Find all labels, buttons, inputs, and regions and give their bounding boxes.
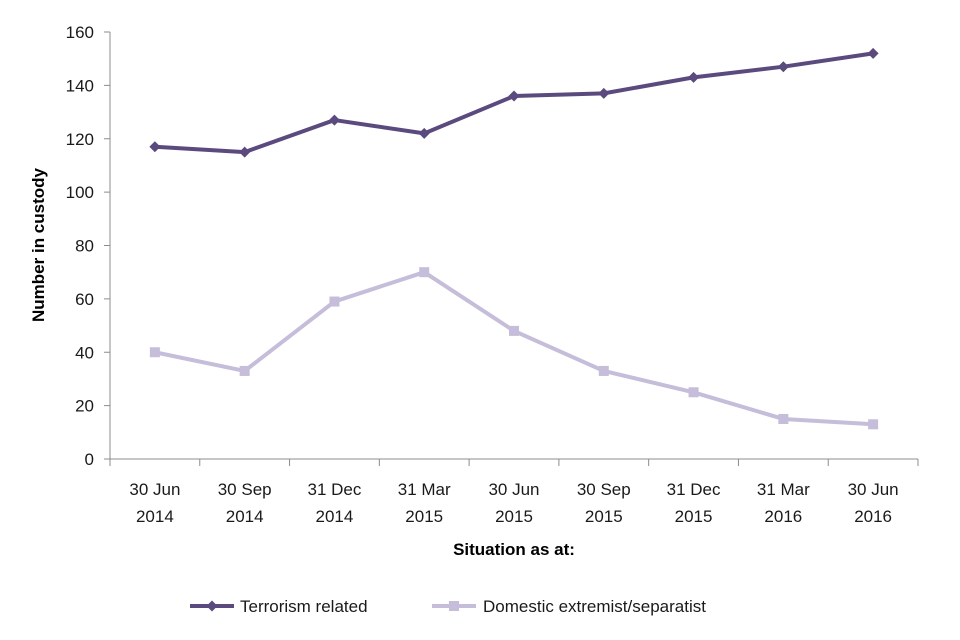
data-point bbox=[598, 365, 609, 376]
data-point bbox=[778, 413, 789, 424]
legend-item-terrorism: Terrorism related bbox=[190, 597, 368, 616]
x-tick-label: 30 Sep bbox=[218, 480, 272, 499]
x-tick-label-year: 2016 bbox=[764, 507, 802, 526]
x-tick-label-year: 2016 bbox=[854, 507, 892, 526]
legend-item-domestic: Domestic extremist/separatist bbox=[432, 597, 706, 616]
data-point bbox=[509, 325, 519, 336]
y-axis-title: Number in custody bbox=[29, 167, 48, 322]
x-tick-label-year: 2014 bbox=[136, 507, 174, 526]
x-tick-label: 30 Jun bbox=[488, 480, 539, 499]
x-tick-label-year: 2015 bbox=[405, 507, 443, 526]
x-tick-label: 31 Dec bbox=[308, 480, 362, 499]
data-point bbox=[239, 146, 251, 158]
y-tick-label: 20 bbox=[75, 397, 94, 416]
data-point bbox=[598, 87, 610, 99]
axes: 0 20 40 60 80 100 120 140 160 30 Jun 2014 30 Sep 201… bbox=[66, 23, 919, 526]
x-tick-label-year: 2014 bbox=[226, 507, 264, 526]
legend: Terrorism related Domestic extremist/sepa… bbox=[190, 597, 706, 616]
x-tick-label-year: 2015 bbox=[495, 507, 533, 526]
legend-marker bbox=[206, 600, 218, 612]
series-line bbox=[152, 51, 876, 155]
data-point bbox=[328, 114, 340, 126]
x-tick-label: 31 Mar bbox=[398, 480, 451, 499]
data-point bbox=[688, 71, 700, 83]
data-point bbox=[149, 347, 160, 358]
x-axis-title: Situation as at: bbox=[453, 540, 575, 559]
legend-marker bbox=[449, 601, 459, 611]
series-layer bbox=[149, 47, 879, 430]
x-tick-label-year: 2015 bbox=[585, 507, 623, 526]
x-tick-label-year: 2014 bbox=[316, 507, 354, 526]
legend-label: Domestic extremist/separatist bbox=[483, 597, 706, 616]
y-tick-label: 160 bbox=[66, 23, 94, 42]
y-tick-label: 80 bbox=[75, 237, 94, 256]
x-tick-label: 30 Jun bbox=[129, 480, 180, 499]
y-tick-label: 140 bbox=[66, 76, 94, 95]
x-tick-label: 31 Dec bbox=[667, 480, 721, 499]
data-point bbox=[868, 419, 879, 430]
x-tick-label-year: 2015 bbox=[675, 507, 713, 526]
data-point bbox=[419, 267, 430, 278]
y-tick-label: 0 bbox=[85, 450, 94, 469]
legend-label: Terrorism related bbox=[240, 597, 368, 616]
y-tick-label: 100 bbox=[66, 183, 94, 202]
x-tick-label: 30 Jun bbox=[848, 480, 899, 499]
x-tick-label: 31 Mar bbox=[757, 480, 810, 499]
data-point bbox=[867, 47, 879, 59]
series-terrorism-related bbox=[149, 47, 879, 158]
y-tick-label: 60 bbox=[75, 290, 94, 309]
data-point bbox=[149, 141, 161, 153]
data-point bbox=[688, 387, 699, 398]
series-line bbox=[152, 270, 876, 427]
y-tick-label: 120 bbox=[66, 130, 94, 149]
series-domestic-extremist bbox=[149, 267, 879, 430]
data-point bbox=[239, 365, 250, 376]
y-tick-label: 40 bbox=[75, 343, 94, 362]
data-point bbox=[418, 127, 430, 139]
data-point bbox=[508, 90, 520, 102]
data-point bbox=[777, 61, 789, 73]
x-tick-label: 30 Sep bbox=[577, 480, 631, 499]
data-point bbox=[329, 296, 340, 307]
